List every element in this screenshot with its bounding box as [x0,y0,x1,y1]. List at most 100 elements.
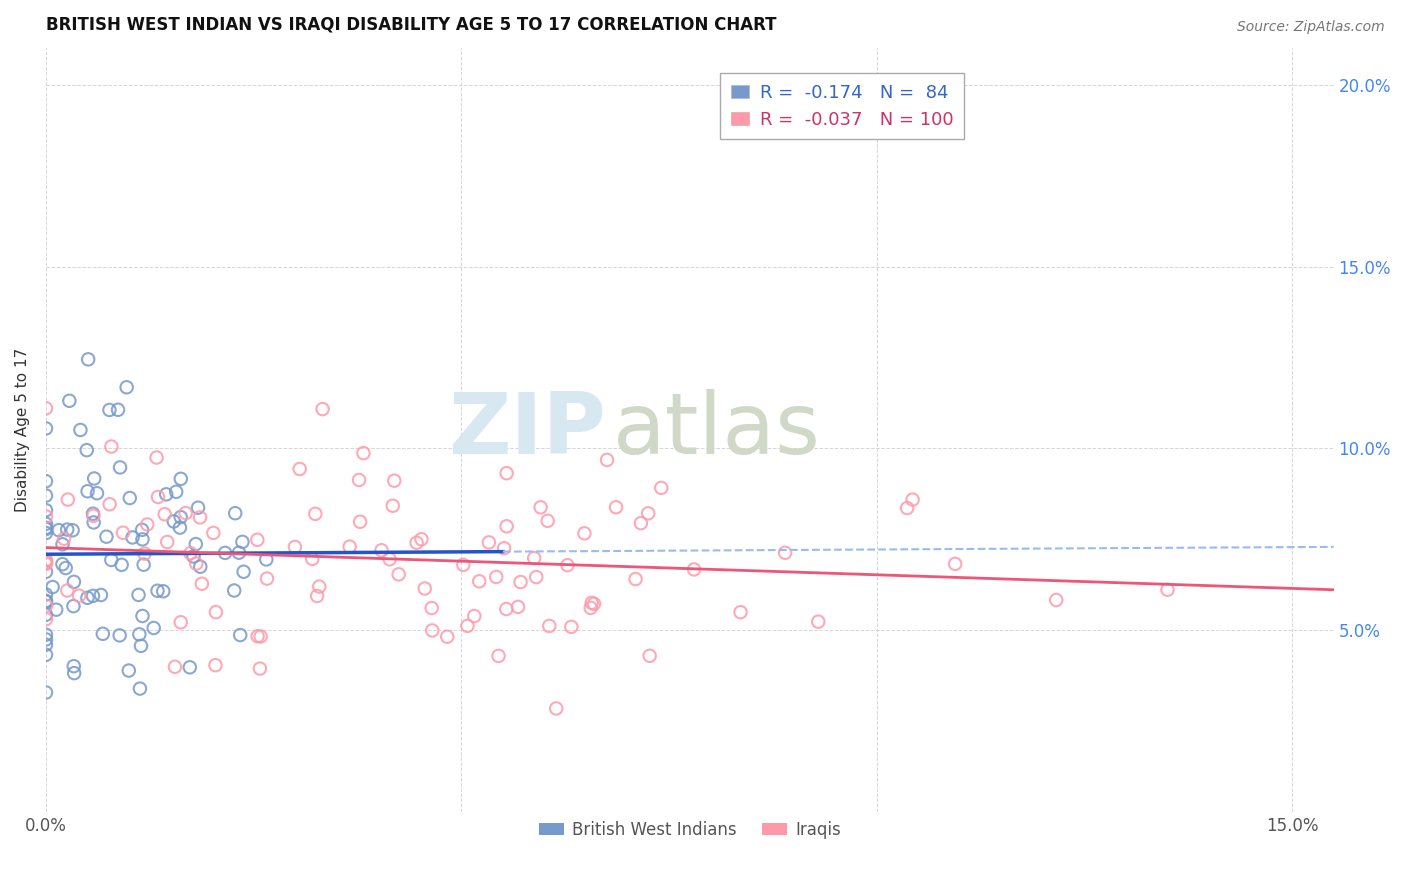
Point [63,666,86,681]
Point [179,660,201,674]
Point [304,507,326,521]
Point [163,660,186,674]
Point [118,491,141,505]
Point [100,553,122,567]
Point [63,574,86,589]
Point [56,523,79,537]
Point [186,557,208,571]
Point [246,629,269,643]
Point [413,582,436,596]
Point [90,588,112,602]
Point [495,519,517,533]
Point [943,557,966,571]
Point [76,443,98,458]
Point [129,639,152,653]
Point [136,517,159,532]
Point [82,589,104,603]
Point [77,352,100,367]
Point [188,510,211,524]
Point [98,497,121,511]
Point [308,580,330,594]
Point [381,499,404,513]
Point [807,615,830,629]
Point [45,602,67,616]
Point [35,685,58,699]
Point [202,525,225,540]
Point [69,423,91,437]
Y-axis label: Disability Age 5 to 17: Disability Age 5 to 17 [15,348,30,512]
Point [352,446,374,460]
Point [524,570,547,584]
Point [35,503,58,517]
Point [48,523,70,537]
Point [349,515,371,529]
Point [35,556,58,570]
Point [311,402,333,417]
Point [624,572,647,586]
Text: Source: ZipAtlas.com: Source: ZipAtlas.com [1237,20,1385,34]
Point [896,501,918,516]
Point [411,532,433,546]
Point [506,599,529,614]
Text: ZIP: ZIP [449,389,606,472]
Point [229,628,252,642]
Point [35,594,58,608]
Point [630,516,652,530]
Point [41,580,63,594]
Point [107,402,129,417]
Point [35,516,58,531]
Point [638,648,661,663]
Point [530,500,553,515]
Point [35,612,58,626]
Point [35,555,58,569]
Point [246,533,269,547]
Point [67,589,90,603]
Point [301,552,323,566]
Point [232,565,254,579]
Point [231,534,253,549]
Point [62,659,84,673]
Point [488,648,510,663]
Point [188,559,211,574]
Point [111,558,134,572]
Point [118,664,141,678]
Point [35,607,58,622]
Point [224,506,246,520]
Point [284,540,307,554]
Point [405,535,427,549]
Point [453,558,475,572]
Point [35,509,58,524]
Point [131,523,153,537]
Point [581,596,603,610]
Point [152,584,174,599]
Point [191,576,214,591]
Point [121,531,143,545]
Point [605,500,627,515]
Point [683,562,706,576]
Point [98,403,121,417]
Point [35,628,58,642]
Point [538,619,561,633]
Text: atlas: atlas [613,389,821,472]
Point [901,492,924,507]
Point [132,558,155,572]
Point [307,589,329,603]
Point [256,572,278,586]
Point [56,492,79,507]
Point [128,627,150,641]
Point [146,583,169,598]
Point [62,523,84,537]
Point [170,472,193,486]
Point [170,510,193,524]
Point [254,552,277,566]
Point [58,393,80,408]
Point [35,638,58,652]
Point [288,462,311,476]
Point [183,549,205,564]
Point [51,537,73,551]
Point [378,552,401,566]
Point [214,546,236,560]
Point [100,440,122,454]
Point [111,525,134,540]
Point [35,553,58,567]
